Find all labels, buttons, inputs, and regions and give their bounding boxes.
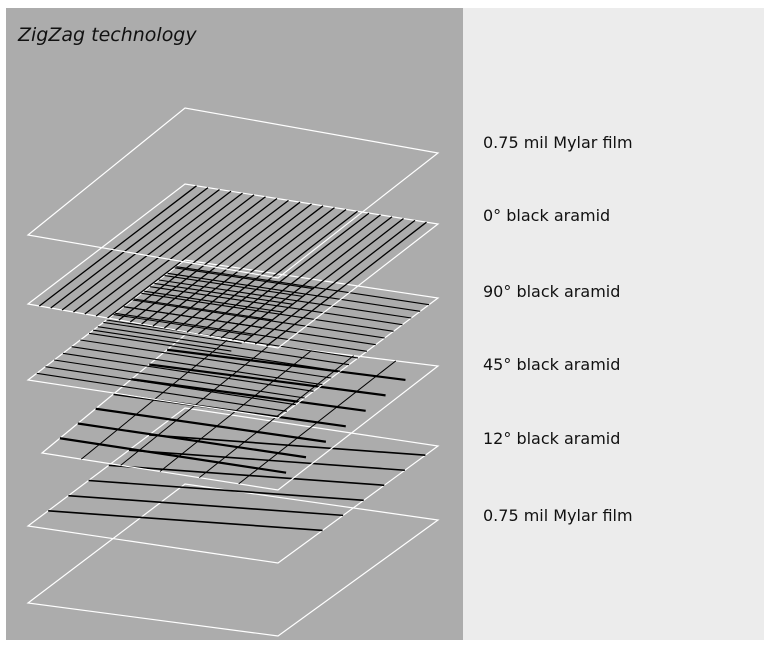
fiber-90deg xyxy=(88,332,341,372)
fiber-90deg-grid xyxy=(93,329,232,352)
layer-stack-illustration xyxy=(26,107,440,637)
fiber-90deg-grid xyxy=(174,267,314,290)
fiber-12deg xyxy=(68,494,344,517)
fiber-90deg-grid xyxy=(164,275,304,298)
fiber-0deg xyxy=(95,194,255,317)
sheet-aramid-12 xyxy=(26,407,440,564)
fiber-90deg-grid xyxy=(154,282,294,305)
fiber-0deg xyxy=(175,207,335,331)
fiber-90deg xyxy=(80,339,332,379)
fiber-12deg xyxy=(128,449,405,472)
sheet-aramid-0 xyxy=(26,183,440,349)
fiber-0deg xyxy=(243,218,404,343)
fiber-0deg xyxy=(141,201,301,325)
fiber-0deg xyxy=(232,216,393,341)
fiber-45deg xyxy=(131,378,366,412)
fiber-90deg xyxy=(36,372,287,412)
fiber-45deg xyxy=(149,363,386,397)
layer-label-top-mylar: 0.75 mil Mylar film xyxy=(483,133,633,152)
fiber-0deg xyxy=(107,196,266,319)
fiber-45deg xyxy=(59,437,287,474)
fiber-45deg-cross xyxy=(238,360,397,485)
fiber-0deg xyxy=(50,187,209,309)
fiber-0deg xyxy=(152,203,312,327)
fiber-12deg xyxy=(88,479,364,502)
fiber-0deg xyxy=(266,221,427,347)
fiber-0deg xyxy=(186,208,347,333)
figure: ZigZag technology 0.75 mil Mylar film 0°… xyxy=(6,8,764,640)
fiber-45deg xyxy=(95,407,327,443)
layer-label-bottom-mylar: 0.75 mil Mylar film xyxy=(483,506,633,525)
fiber-12deg xyxy=(149,434,426,456)
fiber-90deg xyxy=(54,359,305,399)
fiber-0deg xyxy=(84,192,243,315)
fiber-0deg xyxy=(163,205,324,329)
fiber-90deg xyxy=(106,319,359,359)
layer-label-0-aramid: 0° black aramid xyxy=(483,206,611,225)
fiber-90deg xyxy=(45,366,296,406)
sheet-mylar-top xyxy=(26,107,440,279)
fiber-0deg xyxy=(254,219,416,345)
sheet-mylar-bottom xyxy=(26,483,440,637)
fiber-90deg xyxy=(62,352,314,392)
sheet-aramid-0-outline xyxy=(26,183,440,349)
fiber-0deg xyxy=(220,214,381,339)
fiber-45deg-cross xyxy=(199,355,354,479)
sheet-aramid-45 xyxy=(40,334,440,491)
diagram-title: ZigZag technology xyxy=(18,24,197,46)
sheet-mylar-bottom-outline xyxy=(26,483,440,637)
fiber-12deg xyxy=(48,510,323,532)
fiber-0deg xyxy=(61,188,220,311)
fiber-0deg xyxy=(198,210,358,335)
layer-label-90-aramid: 90° black aramid xyxy=(483,282,621,301)
fiber-90deg xyxy=(71,346,323,386)
fiber-90deg xyxy=(97,326,350,366)
fiber-0deg xyxy=(118,198,278,321)
fiber-45deg xyxy=(77,422,307,459)
fiber-12deg xyxy=(108,464,385,487)
layer-label-45-aramid: 45° black aramid xyxy=(483,355,621,374)
fiber-90deg xyxy=(115,312,367,352)
sheet-aramid-12-outline xyxy=(26,407,440,564)
sheet-mylar-top-outline xyxy=(26,107,440,279)
diagram-panel: ZigZag technology xyxy=(6,8,463,640)
fiber-0deg xyxy=(73,190,232,313)
layer-label-12-aramid: 12° black aramid xyxy=(483,429,621,448)
fiber-0deg xyxy=(209,212,370,337)
fiber-90deg-grid xyxy=(103,321,242,344)
fiber-0deg xyxy=(129,199,289,323)
fiber-0deg xyxy=(38,185,197,307)
fiber-45deg xyxy=(166,348,406,382)
